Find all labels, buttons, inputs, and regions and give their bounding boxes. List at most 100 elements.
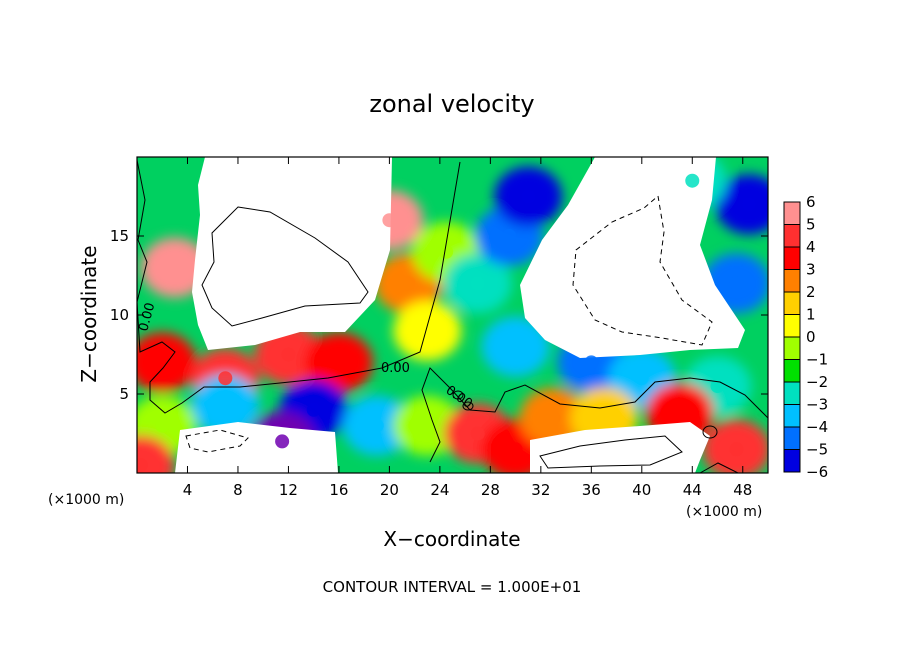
field-sample-point (218, 398, 233, 413)
field-sample-point (672, 405, 687, 420)
x-tick-label: 32 (531, 481, 550, 499)
colorbar-swatch (784, 292, 800, 315)
contour-line-zero-main (137, 159, 461, 414)
colorbar-label: 4 (806, 238, 816, 256)
contour-loop-3 (702, 425, 718, 439)
colorbar-label: −3 (806, 396, 828, 414)
colorbar-swatch (784, 337, 800, 360)
field-sample-point (508, 339, 523, 354)
field-sample-point (742, 197, 757, 212)
field-sample-point (508, 442, 523, 457)
x-tick-label: 40 (632, 481, 651, 499)
contour-loop-2 (462, 401, 474, 411)
white-region-upper-left (192, 157, 392, 350)
x-axis: 4 8 12 16 20 24 28 32 36 40 44 48 (183, 157, 752, 499)
colorbar-label: −6 (806, 463, 828, 481)
field-sample-point (470, 276, 485, 291)
field-sample-point (369, 418, 384, 433)
field-sample-point (596, 410, 611, 425)
colorbar-label: −5 (806, 441, 828, 459)
field-sample-point (275, 434, 290, 449)
field-sample-point (584, 355, 599, 370)
field-sample-point (401, 276, 416, 291)
colorbar-swatch (784, 224, 800, 248)
y-tick-label: 5 (119, 385, 129, 403)
x-tick-label: 28 (481, 481, 500, 499)
field-sample-point (420, 323, 435, 338)
field-sample-point (729, 442, 744, 457)
white-region-lower-left (175, 422, 338, 473)
contour-line-upper-right-dashed (572, 195, 713, 346)
y-axis: 5 10 15 (110, 227, 768, 403)
x-tick-label: 4 (183, 481, 193, 499)
white-region-lower-right (530, 422, 710, 473)
contour-loop-1 (452, 390, 464, 400)
colorbar-label: 3 (806, 261, 816, 279)
colorbar-swatch (784, 404, 800, 428)
x-tick-label: 44 (683, 481, 702, 499)
x-tick-label: 20 (380, 481, 399, 499)
field-sample-point (382, 213, 397, 228)
field-sample-point (155, 418, 170, 433)
colorbar-label: 5 (806, 216, 816, 234)
colorbar-label: 2 (806, 283, 816, 301)
x-tick-label: 24 (430, 481, 449, 499)
white-region-upper-right (520, 157, 745, 358)
colorbar-swatch (784, 202, 800, 225)
x-tick-label: 12 (279, 481, 298, 499)
y-axis-label: Z−coordinate (77, 245, 101, 382)
colorbar-swatch (784, 247, 800, 270)
plot-area: 0.00 0.00 0.00 (137, 157, 768, 473)
field-sample-point (685, 173, 700, 188)
colorbar-swatch (784, 449, 800, 473)
contour-interval-footer: CONTOUR INTERVAL = 1.000E+01 (323, 578, 582, 596)
field-sample-point (729, 276, 744, 291)
x-tick-label: 16 (329, 481, 348, 499)
contour-line-lower-left-dashed (185, 429, 249, 453)
contour-line-lower-right (539, 435, 683, 469)
field-sample-point (167, 260, 182, 275)
field-sample-point (218, 371, 233, 386)
field-sample-point (502, 229, 517, 243)
colorbar-swatch (784, 359, 800, 383)
contour-line-lower-band (421, 367, 768, 463)
colorbar-label: 6 (806, 193, 816, 211)
white-regions (175, 157, 745, 473)
y-unit-label: (×1000 m) (48, 492, 124, 508)
colorbar-swatch (784, 382, 800, 405)
colorbar: 6 5 4 3 2 1 0 −1 −2 −3 −4 −5 −6 (783, 193, 828, 481)
contour-lines (137, 159, 768, 473)
field-blob (715, 174, 768, 235)
contour-line-bottom-right (699, 462, 739, 473)
field-sample-point (420, 418, 435, 433)
colorbar-label: 1 (806, 306, 816, 324)
colorbar-label: 0 (806, 328, 816, 346)
colorbar-label: −4 (806, 418, 828, 436)
y-tick-label: 10 (110, 306, 129, 324)
contour-line-upper-left (201, 206, 369, 327)
x-tick-label: 48 (733, 481, 752, 499)
field-sample-point (439, 244, 454, 259)
velocity-marks (137, 173, 757, 473)
field-sample-point (155, 355, 170, 370)
x-axis-label: X−coordinate (383, 527, 520, 551)
field-sample-point (137, 458, 148, 473)
contour-label-middle: 0.00 (381, 361, 410, 376)
field-sample-point (306, 402, 321, 417)
field-sample-point (521, 189, 536, 204)
chart-title: zonal velocity (369, 90, 534, 118)
y-tick-label: 15 (110, 227, 129, 245)
field-sample-point (281, 347, 296, 362)
colorbar-label: −2 (806, 373, 828, 391)
colorbar-swatch (784, 269, 800, 293)
field-sample-point (331, 355, 346, 370)
field-sample-point (634, 371, 649, 386)
field-sample-point (470, 426, 485, 441)
colorbar-label: −1 (806, 351, 828, 369)
x-unit-label: (×1000 m) (686, 504, 762, 520)
x-tick-label: 8 (233, 481, 243, 499)
colorbar-swatch (784, 314, 800, 338)
field-sample-point (546, 410, 561, 425)
x-tick-label: 36 (582, 481, 601, 499)
